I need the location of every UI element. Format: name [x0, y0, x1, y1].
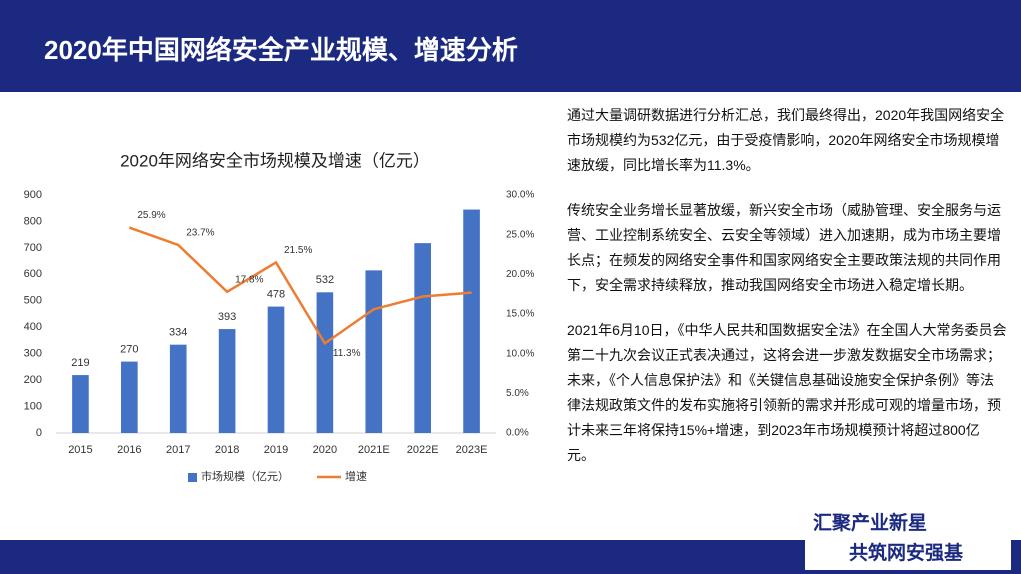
x-tick-label: 2023E — [456, 444, 488, 456]
y-tick-label: 400 — [24, 321, 42, 333]
chart: 2020年网络安全市场规模及增速（亿元） 0 100 200 300 400 500 600… — [24, 151, 535, 483]
data-label: 23.7% — [186, 228, 214, 239]
x-tick-label: 2018 — [215, 444, 239, 456]
paragraph: 传统安全业务增长显著放缓，新兴安全市场（威胁管理、安全服务与运营、工业控制系统安… — [567, 202, 1001, 293]
bar — [267, 306, 285, 433]
y-tick-label: 300 — [24, 348, 42, 360]
x-tick-label: 2016 — [117, 444, 141, 456]
data-label: 270 — [120, 344, 138, 356]
data-label: 17.8% — [235, 274, 263, 285]
y-tick-label: 200 — [24, 374, 42, 386]
paragraph: 通过大量调研数据进行分析汇总，我们最终得出，2020年我国网络安全市场规模约为5… — [567, 107, 1005, 173]
y-tick-label: 100 — [24, 400, 42, 412]
y-tick-label: 600 — [24, 268, 42, 280]
data-label: 478 — [267, 289, 285, 301]
bar — [169, 344, 187, 433]
y2-tick-label: 15.0% — [506, 309, 534, 320]
x-tick-label: 2021E — [358, 444, 390, 456]
bar — [218, 329, 236, 433]
text-body: 通过大量调研数据进行分析汇总，我们最终得出，2020年我国网络安全市场规模约为5… — [567, 103, 1007, 488]
legend-label: 市场规模（亿元） — [201, 469, 289, 483]
y2-tick-label: 10.0% — [506, 348, 534, 359]
y2-tick-label: 5.0% — [506, 388, 529, 399]
data-label: 11.3% — [333, 348, 361, 359]
chart-title: 2020年网络安全市场规模及增速（亿元） — [120, 151, 430, 170]
x-tick-label: 2020 — [313, 444, 337, 456]
y-tick-label: 900 — [24, 189, 42, 201]
x-tick-label: 2019 — [264, 444, 288, 456]
y-tick-label: 500 — [24, 295, 42, 307]
bar — [316, 292, 334, 433]
legend-label: 增速 — [345, 469, 367, 483]
y2-tick-label: 20.0% — [506, 269, 534, 280]
bar — [365, 270, 383, 433]
logo-line: 共筑网安强基 — [849, 543, 964, 564]
y2-tick-label: 25.0% — [506, 229, 534, 240]
y-tick-label: 700 — [24, 242, 42, 254]
header-band: 2020年中国网络安全产业规模、增速分析 — [0, 0, 1021, 92]
data-label: 21.5% — [284, 245, 312, 256]
y-tick-label: 800 — [24, 215, 42, 227]
legend-swatch — [188, 473, 197, 482]
logo-line: 汇聚产业新星 — [813, 513, 928, 534]
data-label: 532 — [316, 274, 334, 286]
line — [128, 226, 472, 346]
bar — [463, 209, 480, 433]
data-label: 25.9% — [137, 210, 165, 221]
bar — [414, 243, 431, 433]
paragraph: 2021年6月10日，《中华人民共和国数据安全法》在全国人大常务委员会第二十九次… — [567, 322, 1007, 463]
data-label: 334 — [169, 327, 187, 339]
data-label: 393 — [218, 311, 236, 323]
bar — [121, 361, 138, 433]
x-tick-label: 2017 — [166, 444, 190, 456]
slide-title: 2020年中国网络安全产业规模、增速分析 — [44, 35, 518, 65]
logo: 汇聚产业新星 共筑网安强基 — [805, 500, 1011, 570]
y2-tick-label: 30.0% — [506, 190, 534, 201]
x-tick-label: 2015 — [68, 444, 92, 456]
x-tick-label: 2022E — [407, 444, 439, 456]
y2-tick-label: 0.0% — [506, 428, 529, 439]
data-label: 219 — [71, 357, 89, 369]
y-tick-label: 0 — [36, 427, 42, 439]
bar — [72, 375, 89, 433]
